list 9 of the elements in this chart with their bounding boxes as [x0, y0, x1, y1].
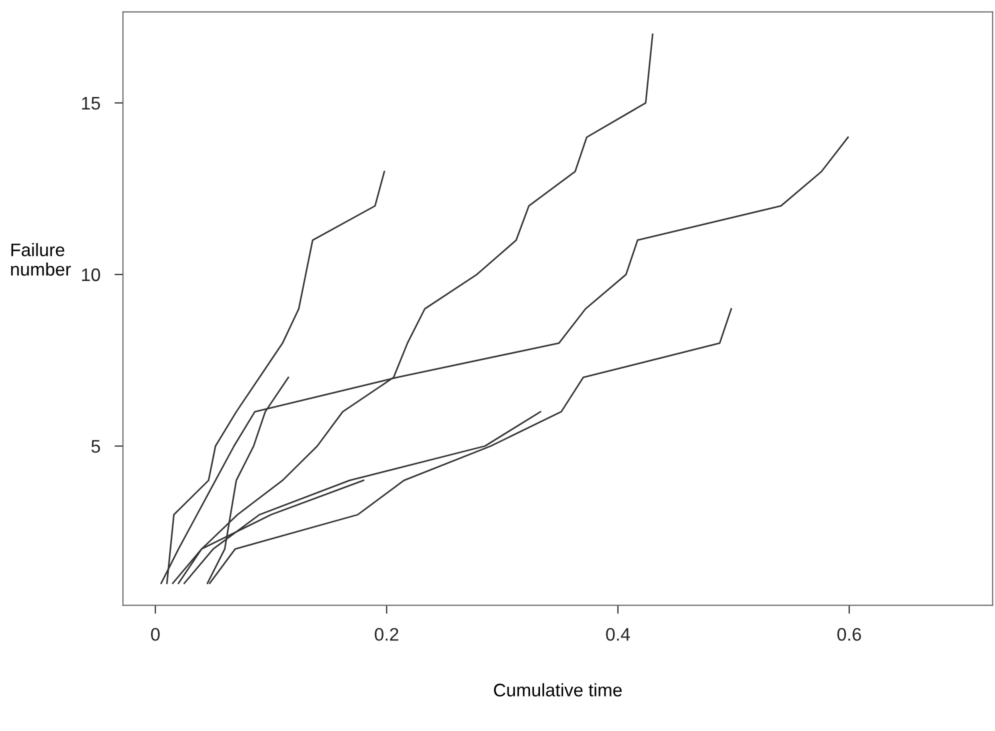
y-tick-label: 5 — [91, 440, 100, 453]
x-axis-title: Cumulative time — [494, 683, 622, 696]
x-tick-label: 0.2 — [374, 628, 398, 641]
y-axis-title: Failure number — [11, 243, 71, 276]
y-tick-label: 15 — [82, 97, 100, 110]
y-tick-label: 10 — [82, 268, 100, 282]
x-tick-label: 0.6 — [837, 628, 861, 641]
x-tick-label: 0 — [151, 628, 160, 641]
x-tick-label: 0.4 — [606, 628, 630, 641]
